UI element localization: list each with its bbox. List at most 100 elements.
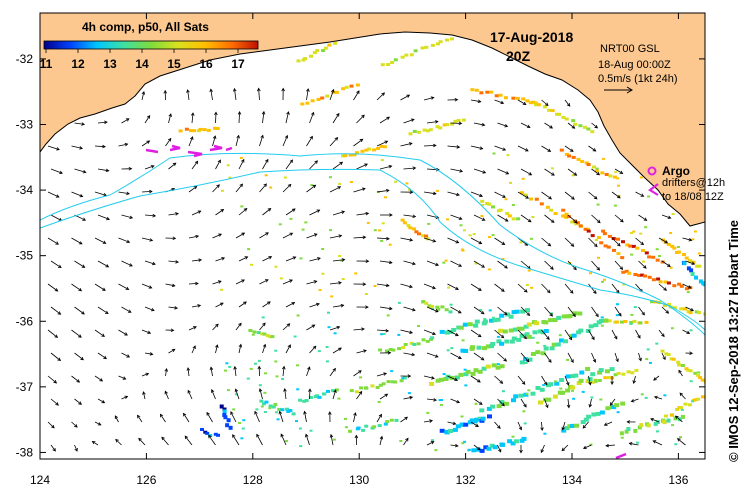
- current-vector-head: [78, 241, 83, 245]
- current-vector: [141, 373, 149, 377]
- current-vector-head: [667, 215, 672, 219]
- current-vector-head: [54, 288, 59, 292]
- current-vector: [141, 283, 152, 289]
- current-vector-head: [407, 374, 412, 378]
- current-vector-head: [475, 423, 479, 427]
- current-vector: [423, 145, 436, 147]
- current-vector-head: [550, 266, 554, 270]
- current-vector-head: [456, 145, 461, 149]
- current-vector-head: [289, 279, 293, 283]
- current-vector-head: [334, 136, 339, 141]
- current-vector-head: [641, 311, 645, 316]
- current-vector: [470, 329, 482, 338]
- current-vector: [423, 97, 434, 101]
- current-vector-head: [547, 242, 552, 247]
- current-vector-head: [618, 312, 622, 317]
- current-vector-head: [454, 443, 459, 448]
- current-vector: [304, 411, 307, 423]
- current-vector: [588, 329, 595, 340]
- current-vector-head: [384, 140, 389, 144]
- current-vector: [379, 165, 392, 170]
- current-vector-head: [480, 310, 485, 315]
- current-vector-head: [80, 356, 84, 361]
- current-vector-head: [184, 435, 189, 440]
- current-vector-head: [389, 213, 393, 217]
- current-vector-head: [161, 436, 165, 441]
- current-vector-head: [409, 190, 414, 194]
- current-vector-head: [124, 142, 129, 147]
- current-vector: [423, 420, 433, 423]
- current-vector-head: [525, 195, 530, 199]
- current-vector-head: [292, 256, 297, 260]
- current-vector-head: [409, 284, 413, 289]
- current-vector-head: [104, 310, 109, 315]
- current-vector-head: [365, 211, 370, 216]
- current-vector-head: [454, 98, 459, 102]
- current-vector-head: [338, 347, 342, 351]
- current-vector-head: [338, 234, 343, 238]
- current-vector: [494, 99, 504, 104]
- current-vector: [379, 436, 383, 446]
- current-vector: [115, 439, 122, 446]
- current-vector-head: [76, 379, 81, 383]
- current-vector: [658, 329, 665, 337]
- credit-text: © IMOS 12-Sep-2018 13:27 Hobart Time: [726, 220, 741, 462]
- colorbar-tick-label: 16: [199, 57, 213, 71]
- current-vector: [588, 237, 598, 247]
- current-vector-head: [236, 134, 240, 139]
- current-vector-head: [163, 89, 168, 94]
- current-vector: [262, 111, 265, 124]
- current-vector: [238, 159, 245, 170]
- current-vector-head: [257, 87, 261, 92]
- current-vector: [497, 444, 502, 453]
- current-vector-head: [614, 335, 618, 340]
- current-vector: [118, 329, 128, 336]
- current-vector: [426, 121, 438, 124]
- current-vector-head: [568, 336, 573, 341]
- current-vector: [400, 142, 412, 147]
- current-vector: [591, 306, 599, 317]
- scale-arrow: [604, 86, 633, 94]
- current-vector-head: [261, 110, 266, 115]
- current-vector-head: [592, 148, 597, 152]
- current-vector-head: [186, 89, 190, 93]
- contour-line-north: [40, 152, 705, 336]
- current-vector: [356, 114, 365, 124]
- current-vector-head: [588, 403, 592, 408]
- current-vector: [50, 398, 59, 406]
- current-vector: [447, 191, 460, 196]
- current-vector: [604, 421, 613, 426]
- current-vector: [282, 279, 293, 285]
- current-vector-head: [126, 191, 130, 196]
- current-vector-head: [243, 208, 248, 212]
- current-vector: [74, 122, 85, 125]
- current-vector-head: [287, 344, 291, 348]
- current-vector: [470, 237, 482, 244]
- current-vector: [187, 390, 193, 400]
- current-vector: [517, 421, 522, 430]
- y-tick-label: -33: [16, 118, 34, 132]
- current-vector: [92, 441, 99, 446]
- current-vector-head: [218, 233, 222, 237]
- current-vector-head: [409, 395, 414, 400]
- current-vector-head: [102, 240, 107, 244]
- current-vector-head: [211, 389, 215, 393]
- current-vector-head: [481, 264, 486, 268]
- current-vector: [517, 145, 529, 152]
- current-vector: [184, 435, 193, 446]
- current-vector: [71, 421, 78, 428]
- current-vector: [403, 306, 416, 311]
- current-vector-head: [640, 241, 645, 246]
- current-vector-head: [691, 261, 696, 265]
- current-vector-head: [596, 171, 601, 176]
- current-vector-head: [626, 420, 630, 424]
- current-vector: [47, 283, 58, 292]
- current-vector-head: [435, 309, 439, 313]
- current-vector-head: [359, 138, 364, 143]
- current-vector-head: [79, 146, 84, 150]
- current-vector-head: [638, 357, 642, 362]
- current-vector-head: [540, 427, 544, 432]
- current-vector: [614, 214, 624, 223]
- current-vector-head: [459, 169, 464, 173]
- current-vector: [118, 283, 129, 290]
